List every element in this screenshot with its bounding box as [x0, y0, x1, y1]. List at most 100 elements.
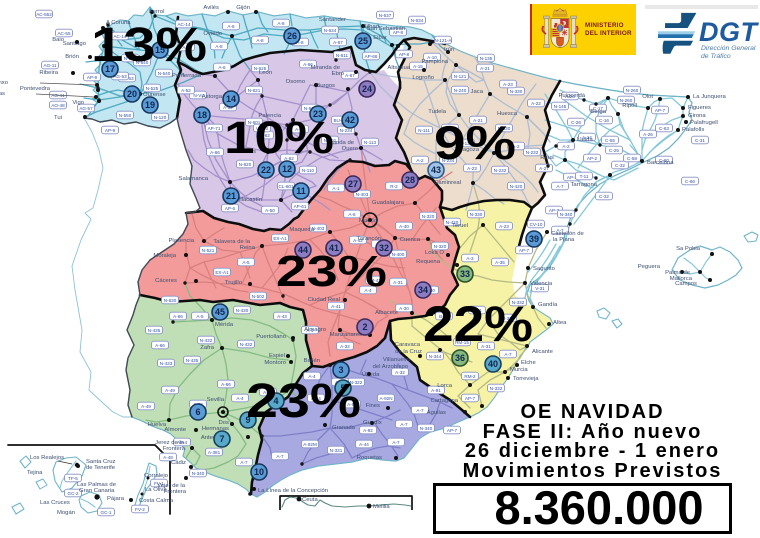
svg-text:Ourense: Ourense: [143, 92, 166, 98]
svg-text:N-113: N-113: [364, 140, 377, 145]
svg-text:AG-11: AG-11: [44, 63, 57, 68]
svg-text:AP-6: AP-6: [225, 206, 236, 211]
svg-text:A-6: A-6: [182, 45, 190, 50]
svg-text:N-611: N-611: [304, 106, 317, 111]
svg-text:34: 34: [418, 285, 428, 295]
svg-text:C-16: C-16: [599, 118, 609, 123]
svg-text:Zafra: Zafra: [200, 345, 214, 351]
svg-text:A-45: A-45: [263, 390, 273, 395]
svg-text:AC-14: AC-14: [177, 22, 190, 27]
svg-text:23%: 23%: [246, 375, 361, 428]
svg-text:A-381: A-381: [208, 450, 221, 455]
svg-text:N-637: N-637: [379, 13, 392, 18]
svg-text:Requena: Requena: [416, 259, 441, 265]
svg-text:A-8: A-8: [256, 38, 264, 43]
svg-text:Pontevedra: Pontevedra: [20, 86, 51, 92]
svg-text:A-27: A-27: [539, 166, 549, 171]
svg-text:N-122: N-122: [460, 141, 473, 146]
svg-text:de la Cruz: de la Cruz: [395, 349, 422, 355]
svg-text:15: 15: [155, 45, 165, 55]
svg-text:A-32: A-32: [340, 344, 350, 349]
svg-text:León: León: [259, 70, 272, 76]
svg-text:Cádiz: Cádiz: [171, 460, 186, 466]
svg-text:Palafolls: Palafolls: [682, 127, 704, 133]
svg-text:9%: 9%: [434, 116, 516, 169]
svg-text:44: 44: [298, 245, 308, 255]
svg-text:Torrevieja: Torrevieja: [513, 376, 539, 382]
svg-text:13%: 13%: [91, 19, 207, 72]
svg-text:28: 28: [405, 175, 415, 185]
svg-text:C-66: C-66: [685, 179, 695, 184]
svg-text:Zaragoza: Zaragoza: [454, 147, 480, 153]
svg-text:A-4: A-4: [364, 288, 372, 293]
svg-text:A-8: A-8: [227, 24, 235, 29]
svg-text:CL-601: CL-601: [278, 184, 294, 189]
svg-text:AG-53: AG-53: [113, 74, 127, 79]
svg-text:AO-48: AO-48: [51, 103, 65, 108]
svg-text:N-110: N-110: [302, 168, 315, 173]
svg-text:N-540: N-540: [158, 71, 171, 76]
svg-text:45: 45: [215, 307, 225, 317]
svg-text:22: 22: [261, 165, 271, 175]
svg-text:N-240: N-240: [454, 88, 467, 93]
svg-text:Lugo: Lugo: [139, 55, 153, 61]
svg-text:A-31: A-31: [393, 280, 403, 285]
svg-text:Costa Calma: Costa Calma: [139, 498, 174, 504]
svg-text:26: 26: [287, 31, 297, 41]
svg-text:Corralejo: Corralejo: [144, 473, 169, 479]
svg-text:20: 20: [127, 89, 137, 99]
svg-text:N-435: N-435: [186, 358, 199, 363]
svg-text:N-135: N-135: [480, 56, 493, 61]
svg-text:FV-2: FV-2: [135, 507, 145, 512]
svg-text:BU-30: BU-30: [333, 118, 346, 123]
svg-text:Teruel: Teruel: [452, 223, 468, 229]
svg-text:A-43: A-43: [277, 314, 287, 319]
svg-text:40: 40: [488, 359, 498, 369]
svg-text:Gijón: Gijón: [236, 5, 250, 11]
svg-text:A-66: A-66: [173, 314, 183, 319]
svg-text:N-433: N-433: [160, 361, 173, 366]
svg-text:A-8: A-8: [215, 44, 223, 49]
svg-text:Ferrol: Ferrol: [149, 9, 164, 15]
svg-text:A-66: A-66: [155, 343, 165, 348]
svg-text:Logroño: Logroño: [412, 75, 434, 81]
svg-text:Hermanas: Hermanas: [202, 426, 229, 432]
svg-text:33: 33: [460, 269, 470, 279]
svg-text:Castellón de: Castellón de: [551, 231, 584, 237]
svg-text:A-4: A-4: [306, 328, 314, 333]
svg-text:A-62: A-62: [284, 156, 294, 161]
svg-text:21: 21: [226, 191, 236, 201]
svg-text:Melilla: Melilla: [373, 504, 390, 510]
svg-text:N-420: N-420: [446, 220, 459, 225]
svg-text:N-332: N-332: [490, 386, 503, 391]
svg-text:Santa Cruz: Santa Cruz: [86, 459, 116, 465]
svg-text:36: 36: [455, 353, 465, 363]
svg-text:Ripoll: Ripoll: [622, 103, 637, 109]
svg-text:N-403: N-403: [312, 226, 325, 231]
svg-text:AP-9: AP-9: [87, 75, 98, 80]
svg-text:A Coruña: A Coruña: [106, 20, 131, 26]
svg-text:A-42: A-42: [353, 238, 363, 243]
svg-text:C-26: C-26: [571, 120, 581, 125]
svg-text:Ceuta: Ceuta: [302, 497, 318, 503]
svg-text:A-15: A-15: [413, 64, 423, 69]
svg-text:C-60: C-60: [659, 158, 669, 163]
svg-text:7: 7: [219, 434, 224, 444]
svg-text:N-432: N-432: [200, 338, 213, 343]
svg-text:4: 4: [273, 396, 278, 406]
svg-text:Frontera: Frontera: [163, 446, 186, 452]
svg-text:A-67: A-67: [333, 40, 343, 45]
svg-text:N-330: N-330: [498, 126, 511, 131]
svg-text:C-17: C-17: [593, 106, 603, 111]
svg-text:Jerez de la: Jerez de la: [155, 440, 185, 446]
svg-text:Lorca: Lorca: [437, 383, 452, 389]
svg-text:A-8: A-8: [296, 40, 304, 45]
svg-text:AG-57: AG-57: [79, 106, 93, 111]
svg-text:Gran Canaria: Gran Canaria: [79, 488, 115, 494]
svg-text:Salamanca: Salamanca: [179, 176, 209, 182]
svg-text:AP-7: AP-7: [549, 208, 560, 213]
svg-text:V-31: V-31: [535, 286, 545, 291]
svg-text:Trujillo: Trujillo: [225, 280, 243, 286]
svg-text:Tudela: Tudela: [428, 109, 447, 115]
svg-text:Madrid: Madrid: [359, 218, 377, 224]
